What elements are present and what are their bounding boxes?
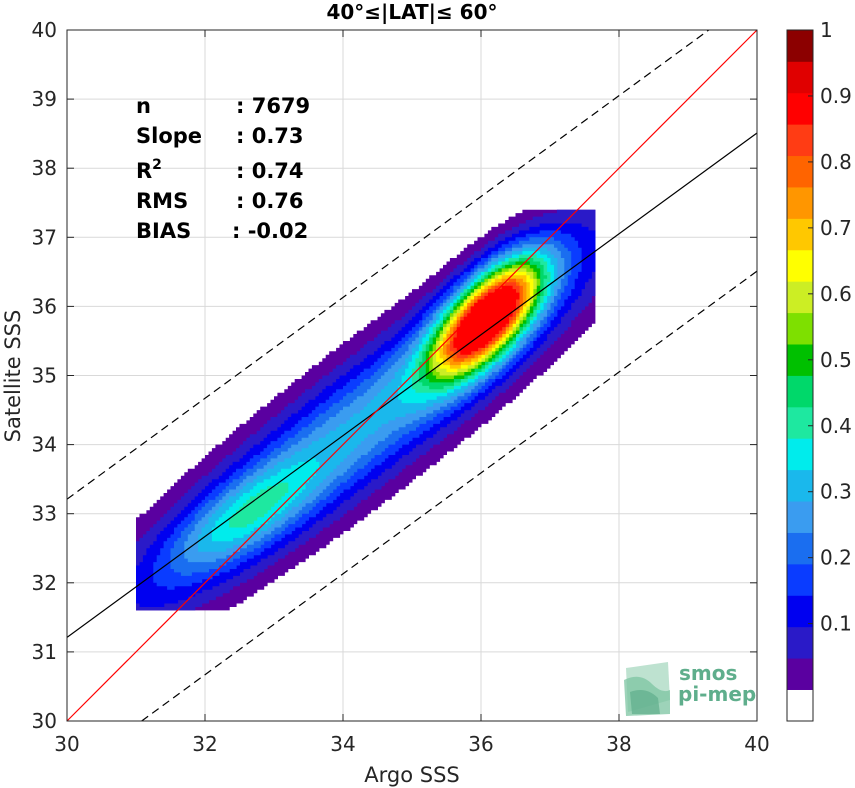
colorbar-segment [787, 312, 813, 345]
stat-label: RMS [136, 189, 188, 213]
colorbar-segment [787, 30, 813, 62]
upper-bound-line [66, 29, 710, 500]
y-tick-label: 39 [32, 87, 57, 111]
y-tick-label: 32 [32, 571, 57, 595]
colorbar-segment [787, 375, 813, 408]
logo-text-smos: smos [679, 661, 737, 685]
colorbar-tick-label: 0.4 [820, 414, 852, 438]
stat-label: BIAS [136, 219, 191, 243]
y-tick-label: 34 [32, 433, 57, 457]
stat-superscript: 2 [152, 157, 162, 173]
x-tick-label: 32 [192, 732, 217, 756]
x-tick-label: 34 [330, 732, 355, 756]
colorbar-tick-label: 0.6 [820, 282, 852, 306]
colorbar-segment [787, 626, 813, 659]
stat-label: n [136, 94, 151, 118]
smos-pimep-logo: smos pi-mep [624, 661, 756, 716]
colorbar-tick-label: 0.3 [820, 480, 852, 504]
colorbar-segment [787, 406, 813, 439]
y-tick-label: 31 [32, 640, 57, 664]
colorbar-segment [787, 155, 813, 188]
stat-row: RMS : 0.76 [136, 189, 304, 213]
colorbar-segment [787, 187, 813, 219]
stat-value: : 0.74 [236, 159, 304, 183]
colorbar-tick-label: 0.8 [820, 150, 852, 174]
x-tick-label: 30 [54, 732, 79, 756]
colorbar-tick-label: 0.2 [820, 546, 852, 570]
y-tick-label: 30 [32, 709, 57, 733]
y-tick-label: 33 [32, 502, 57, 526]
colorbar-segment [787, 689, 813, 722]
logo-waves-icon [624, 662, 670, 716]
x-tick-label: 36 [468, 732, 493, 756]
reference-lines [66, 29, 758, 722]
colorbar-segment [787, 469, 813, 502]
colorbar-segment [787, 61, 813, 94]
stat-row: Slope : 0.73 [136, 124, 304, 148]
chart-title: 40°≤|LAT|≤ 60° [326, 0, 497, 24]
colorbar-segment [787, 658, 813, 690]
stat-row: n : 7679 [136, 94, 310, 118]
colorbar-frame [786, 29, 814, 722]
stat-value: : -0.02 [232, 219, 308, 243]
colorbar-segment [787, 438, 813, 471]
stat-row: BIAS : -0.02 [136, 219, 308, 243]
density-band [453, 285, 520, 355]
stat-value: : 0.73 [236, 124, 304, 148]
stat-value: : 7679 [236, 94, 310, 118]
colorbar-segment [787, 218, 813, 251]
colorbar-tick-label: 1 [820, 18, 833, 42]
y-tick-label: 36 [32, 294, 57, 318]
colorbar-tick-label: 0.5 [820, 348, 852, 372]
colorbar-segment [787, 124, 813, 157]
one-to-one-line [66, 29, 758, 722]
x-axis-ticks: 30 32 34 36 38 40 [54, 30, 770, 756]
colorbar-segment [787, 563, 813, 596]
colorbar-segment [787, 595, 813, 628]
x-tick-label: 40 [744, 732, 769, 756]
y-tick-label: 37 [32, 225, 57, 249]
y-tick-label: 38 [32, 156, 57, 180]
colorbar-tick-label: 0.9 [820, 84, 852, 108]
stat-label: Slope [136, 124, 202, 148]
lower-bound-line [141, 270, 758, 722]
colorbar-segment [787, 532, 813, 565]
y-tick-label: 40 [32, 18, 57, 42]
y-axis-ticks: 30 31 32 33 34 35 36 37 38 39 40 [32, 18, 757, 733]
y-tick-label: 35 [32, 364, 57, 388]
colorbar-segment [787, 501, 813, 533]
regression-line [66, 132, 758, 638]
colorbar-tick-label: 0.7 [820, 216, 852, 240]
y-axis-label: Satellite SSS [1, 310, 25, 443]
colorbar: 0.1 0.2 0.3 0.4 0.5 0.6 0.7 0.8 0.9 1 [786, 18, 852, 722]
colorbar-tick-label: 0.1 [820, 612, 852, 636]
colorbar-segment [787, 281, 813, 314]
colorbar-segment [787, 249, 813, 282]
x-tick-label: 38 [606, 732, 631, 756]
stat-value: : 0.76 [236, 189, 304, 213]
colorbar-segment [787, 92, 813, 125]
logo-text-pimep: pi-mep [678, 682, 756, 706]
x-axis-label: Argo SSS [364, 763, 459, 787]
